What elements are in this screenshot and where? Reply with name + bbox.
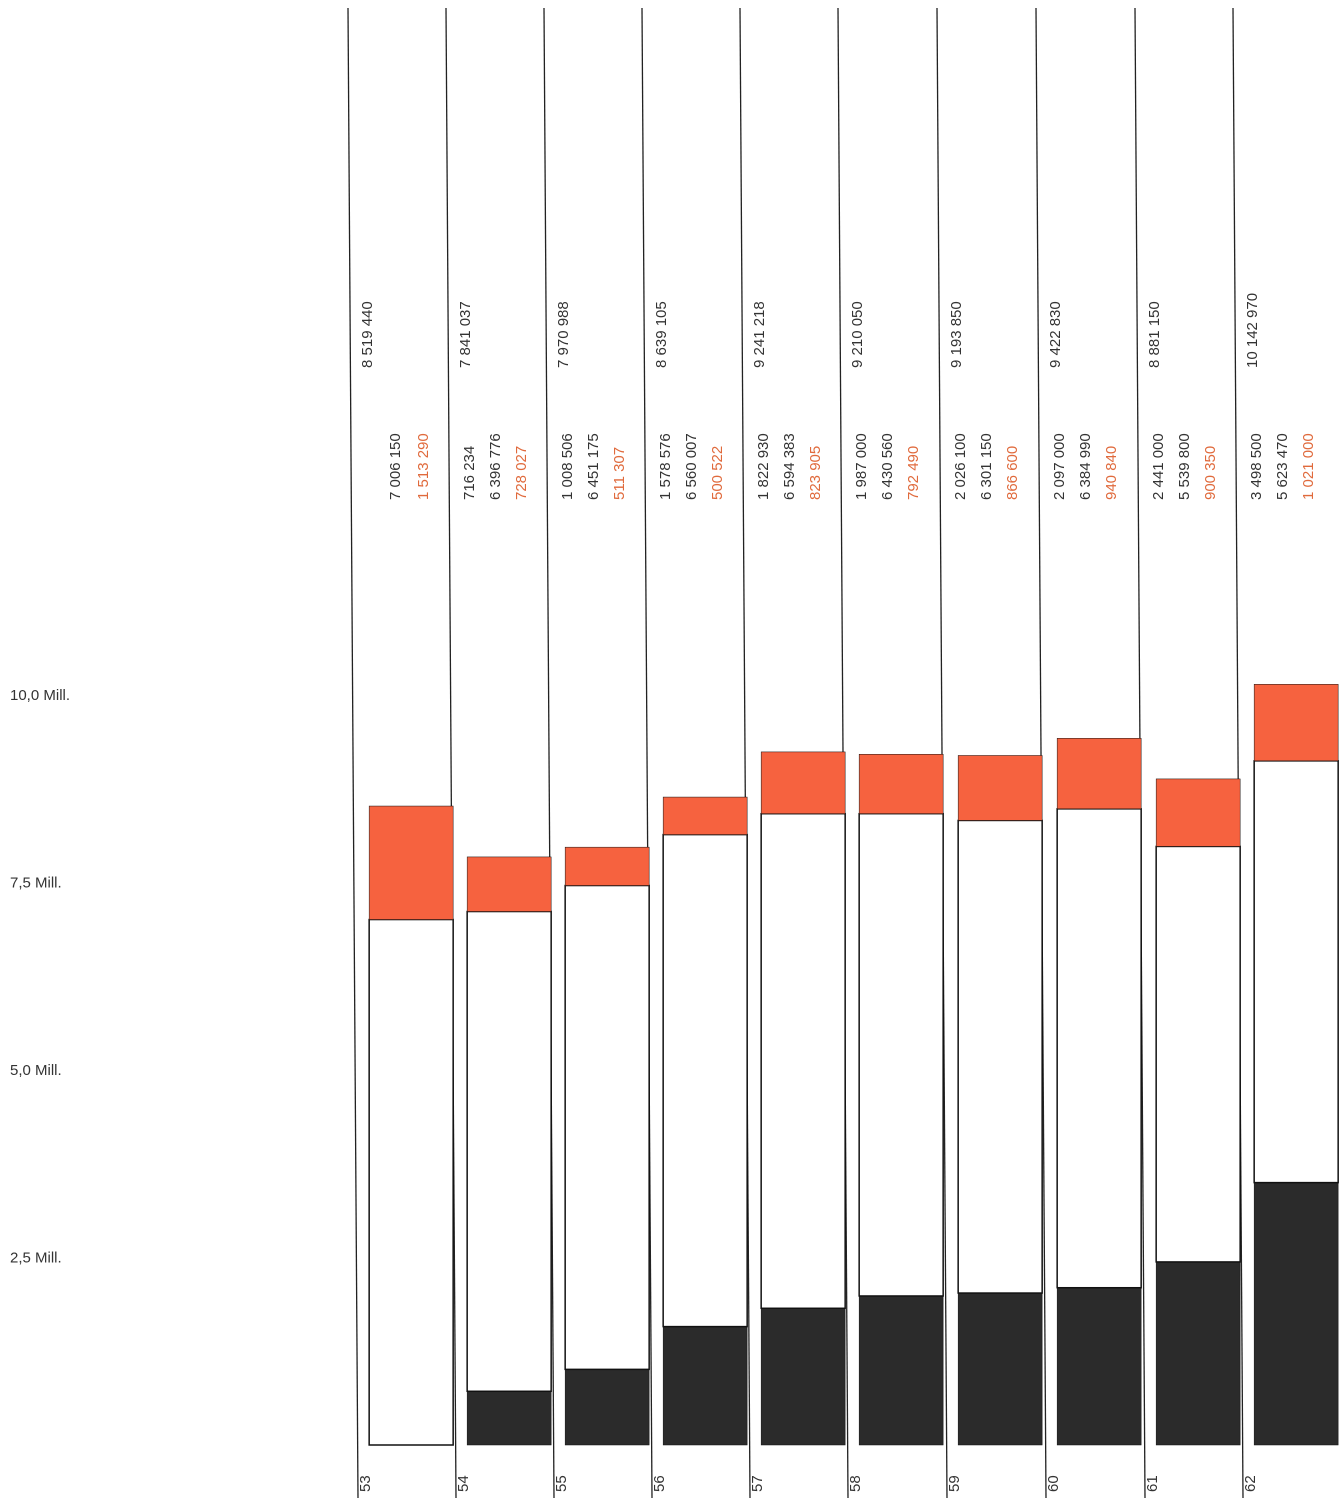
bar-segment-56-1 xyxy=(662,833,748,1328)
total-label: 10 142 970 xyxy=(1244,293,1261,368)
year-label: 53 xyxy=(357,1475,374,1492)
y-tick-label: 10,0 Mill. xyxy=(10,687,70,704)
total-label: 8 519 440 xyxy=(359,301,376,368)
series-1-label: 6 384 990 xyxy=(1077,433,1094,500)
year-label: 60 xyxy=(1045,1475,1062,1492)
bar-segment-61-2 xyxy=(1155,778,1241,847)
column-divider xyxy=(739,7,751,1499)
series-0-label: 2 097 000 xyxy=(1051,433,1068,500)
bar-segment-62-0 xyxy=(1253,1182,1339,1446)
series-2-label: 792 490 xyxy=(905,446,922,500)
total-label: 7 841 037 xyxy=(457,301,474,368)
bar-segment-53-1 xyxy=(368,918,454,1446)
y-tick-label: 5,0 Mill. xyxy=(10,1062,62,1079)
series-2-label: 866 600 xyxy=(1004,446,1021,500)
bar-segment-59-0 xyxy=(957,1292,1043,1446)
series-0-label: 1 578 576 xyxy=(657,433,674,500)
total-label: 9 210 050 xyxy=(849,301,866,368)
series-1-label: 6 594 383 xyxy=(781,433,798,500)
bar-segment-58-2 xyxy=(858,753,944,814)
total-label: 9 193 850 xyxy=(948,301,965,368)
column-divider xyxy=(936,7,948,1499)
series-2-label: 940 840 xyxy=(1103,446,1120,500)
bar-segment-54-0 xyxy=(466,1391,552,1446)
series-1-label: 5 539 800 xyxy=(1176,433,1193,500)
bar-segment-54-2 xyxy=(466,856,552,912)
series-1-label: 6 396 776 xyxy=(487,433,504,500)
series-0-label: 2 441 000 xyxy=(1150,433,1167,500)
bar-segment-62-1 xyxy=(1253,760,1339,1184)
bar-segment-57-2 xyxy=(760,751,846,814)
bar-segment-60-2 xyxy=(1056,738,1142,810)
series-1-label: 6 451 175 xyxy=(585,433,602,500)
total-label: 9 241 218 xyxy=(751,301,768,368)
bar-segment-59-2 xyxy=(957,755,1043,821)
series-2-label: 728 027 xyxy=(513,446,530,500)
series-2-label: 1 513 290 xyxy=(415,433,432,500)
bar-segment-55-2 xyxy=(564,846,650,886)
bar-segment-55-0 xyxy=(564,1369,650,1446)
series-1-label: 7 006 150 xyxy=(387,433,404,500)
year-label: 54 xyxy=(455,1475,472,1492)
total-label: 8 881 150 xyxy=(1146,301,1163,368)
column-divider xyxy=(543,7,555,1499)
series-0-label: 1 987 000 xyxy=(853,433,870,500)
total-label: 9 422 830 xyxy=(1047,301,1064,368)
series-1-label: 6 301 150 xyxy=(978,433,995,500)
series-1-label: 6 430 560 xyxy=(879,433,896,500)
series-0-label: 1 822 930 xyxy=(755,433,772,500)
year-label: 59 xyxy=(946,1475,963,1492)
series-1-label: 5 623 470 xyxy=(1274,433,1291,500)
bar-segment-61-0 xyxy=(1155,1261,1241,1446)
column-divider xyxy=(445,7,457,1499)
bar-segment-59-1 xyxy=(957,819,1043,1294)
column-divider xyxy=(1232,7,1244,1499)
series-2-label: 500 522 xyxy=(709,446,726,500)
bar-segment-55-1 xyxy=(564,884,650,1371)
year-label: 58 xyxy=(847,1475,864,1492)
series-2-label: 823 905 xyxy=(807,446,824,500)
bar-segment-53-2 xyxy=(368,805,454,920)
series-0-label: 3 498 500 xyxy=(1248,433,1265,500)
y-tick-label: 2,5 Mill. xyxy=(10,1250,62,1267)
bar-segment-60-0 xyxy=(1056,1287,1142,1446)
bar-segment-57-0 xyxy=(760,1308,846,1446)
total-label: 8 639 105 xyxy=(653,301,670,368)
bar-segment-60-1 xyxy=(1056,808,1142,1289)
value-labels: 8 519 440 7 006 150 1 513 290 7 841 037 716 … xyxy=(359,293,1317,500)
year-labels: 53 54 55 56 57 58 59 60 61 62 xyxy=(357,1475,1259,1492)
bar-segment-58-0 xyxy=(858,1295,944,1446)
year-label: 57 xyxy=(749,1475,766,1492)
bar-segment-54-1 xyxy=(466,910,552,1393)
year-label: 62 xyxy=(1242,1475,1259,1492)
y-tick-label: 7,5 Mill. xyxy=(10,875,62,892)
bar-segment-56-0 xyxy=(662,1326,748,1446)
y-axis-labels: 2,5 Mill. 5,0 Mill. 7,5 Mill. 10,0 Mill. xyxy=(10,687,70,1267)
bars xyxy=(368,684,1339,1446)
bar-segment-57-1 xyxy=(760,812,846,1310)
series-0-label: 1 008 506 xyxy=(559,433,576,500)
series-1-label: 6 560 007 xyxy=(683,433,700,500)
total-label: 7 970 988 xyxy=(555,301,572,368)
series-2-label: 1 021 000 xyxy=(1300,433,1317,500)
bar-segment-56-2 xyxy=(662,796,748,835)
column-divider xyxy=(347,7,359,1499)
series-0-label: 2 026 100 xyxy=(952,433,969,500)
series-2-label: 511 307 xyxy=(611,447,628,500)
bar-segment-61-1 xyxy=(1155,845,1241,1263)
column-divider xyxy=(1035,7,1047,1499)
year-label: 61 xyxy=(1144,1475,1161,1492)
year-label: 56 xyxy=(651,1475,668,1492)
bar-segment-58-1 xyxy=(858,812,944,1297)
year-label: 55 xyxy=(553,1475,570,1492)
series-2-label: 900 350 xyxy=(1202,446,1219,500)
column-divider xyxy=(641,7,653,1499)
series-0-label: 716 234 xyxy=(461,446,478,500)
bar-segment-62-2 xyxy=(1253,684,1339,762)
